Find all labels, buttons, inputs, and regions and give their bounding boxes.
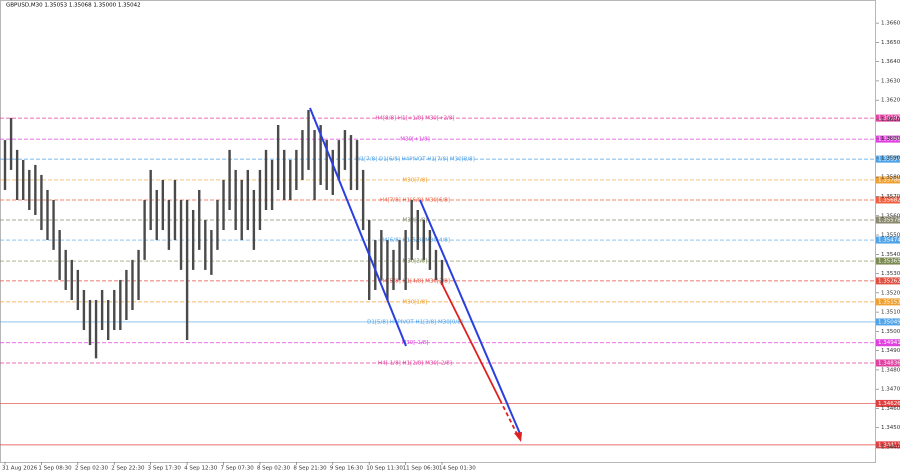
x-tick-label: 10 Sep 11:30 [366, 466, 403, 472]
price-box [876, 298, 900, 306]
x-tick-label: 4 Sep 12:30 [184, 466, 218, 472]
price-box [876, 441, 900, 449]
y-tick-label: 1.34600 [881, 406, 900, 412]
y-tick-label: 1.35100 [881, 310, 900, 316]
price-box [876, 196, 900, 204]
x-tick-label: 3 Sep 17:30 [148, 466, 182, 472]
price-box-label: 1.34626 [878, 401, 900, 407]
price-box [876, 399, 900, 407]
y-tick-label: 1.35000 [881, 329, 900, 335]
level-label: M30[5/8] [403, 218, 428, 224]
price-box [876, 236, 900, 244]
price-box [876, 277, 900, 285]
price-box-label: 1.35786 [878, 177, 900, 183]
price-box [876, 216, 900, 224]
y-tick-label: 1.34800 [881, 367, 900, 373]
level-label: H4[7/8] H1[6/8] M30[6/8] [380, 197, 450, 203]
price-box-label: 1.35049 [878, 319, 900, 325]
x-tick-label: 2 Sep 02:30 [75, 466, 109, 472]
price-box [876, 176, 900, 184]
y-tick-label: 1.36400 [881, 59, 900, 65]
y-tick-label: 1.36500 [881, 40, 900, 46]
trend-line [309, 107, 407, 347]
level-label: W1[7/8] D1[6/8] H4PIVOT H1[7/8] M30[8/8] [355, 157, 475, 163]
price-box-label: 1.36107 [878, 116, 900, 122]
y-tick-label: 1.35400 [881, 252, 900, 258]
y-tick-label: 1.34900 [881, 348, 900, 354]
x-tick-label: 7 Sep 07:30 [221, 466, 255, 472]
price-box-label: 1.35365 [878, 259, 900, 265]
y-tick-label: 1.35700 [881, 194, 900, 200]
y-tick-label: 1.36200 [881, 98, 900, 104]
level-label: H4[8/8] H1[+1/8] M30[+2/8] [375, 116, 454, 122]
price-box [876, 155, 900, 163]
x-tick-label: 31 Aug 2026 [2, 466, 38, 472]
level-label: H4[6/8] H1[5/8] M30[4/8] [380, 238, 450, 244]
x-tick-label: 2 Sep 22:30 [111, 466, 145, 472]
level-label: M30[7/8] [403, 177, 428, 183]
y-tick-label: 1.36600 [881, 21, 900, 27]
x-tick-label: 14 Sep 01:30 [439, 466, 476, 472]
level-label: M30[3/8] [403, 259, 428, 265]
price-box-label: 1.35998 [878, 137, 900, 143]
y-tick-label: 1.34500 [881, 425, 900, 431]
price-box [876, 318, 900, 326]
level-label: M30[+1/8] [400, 137, 430, 143]
forecast-arrow [440, 281, 501, 401]
y-tick-label: 1.35600 [881, 213, 900, 219]
price-box [876, 339, 900, 347]
price-box-label: 1.35682 [878, 197, 900, 203]
level-label: H4[5/8] H1[4/8] M30[2/8] [380, 278, 450, 284]
plot-frame [0, 0, 876, 463]
price-box-label: 1.35578 [878, 218, 900, 224]
price-box [876, 114, 900, 122]
chart-title: GBPUSD,M30 1.35053 1.35068 1.35000 1.350… [6, 3, 141, 9]
forecast-arrow [499, 399, 520, 439]
arrow-head [514, 432, 522, 442]
price-box-label: 1.34941 [878, 340, 900, 346]
price-box-label: 1.34836 [878, 360, 900, 366]
y-tick-label: 1.35900 [881, 155, 900, 161]
y-tick-label: 1.34700 [881, 387, 900, 393]
y-tick-label: 1.35300 [881, 271, 900, 277]
y-tick-label: 1.36000 [881, 136, 900, 142]
y-tick-label: 1.36300 [881, 78, 900, 84]
y-tick-label: 1.34400 [881, 444, 900, 450]
price-box-label: 1.35474 [878, 238, 900, 244]
x-tick-label: 11 Sep 06:30 [403, 466, 440, 472]
x-tick-label: 9 Sep 16:30 [330, 466, 364, 472]
price-box [876, 359, 900, 367]
y-tick-label: 1.35800 [881, 175, 900, 181]
trend-line [419, 199, 522, 437]
price-box-label: 1.35262 [878, 278, 900, 284]
price-box [876, 257, 900, 265]
x-tick-label: 1 Sep 08:30 [38, 466, 72, 472]
y-tick-label: 1.35200 [881, 290, 900, 296]
y-tick-label: 1.35500 [881, 233, 900, 239]
price-box-label: 1.35894 [878, 157, 900, 163]
level-label: M30[1/8] [403, 299, 428, 305]
x-tick-label: 8 Sep 02:30 [257, 466, 291, 472]
level-label: M30[-1/8] [402, 340, 429, 346]
price-box-label: 1.34411 [878, 442, 900, 448]
level-label: H4[-1/8] H1[2/8] M30[-2/8] [378, 360, 452, 366]
price-box-label: 1.35153 [878, 299, 900, 305]
x-tick-label: 8 Sep 21:30 [293, 466, 327, 472]
y-tick-label: 1.36100 [881, 117, 900, 123]
level-label: D1[5/8] H4PIVOT H1[3/8] M30[0/8] [367, 319, 463, 325]
price-box [876, 135, 900, 143]
